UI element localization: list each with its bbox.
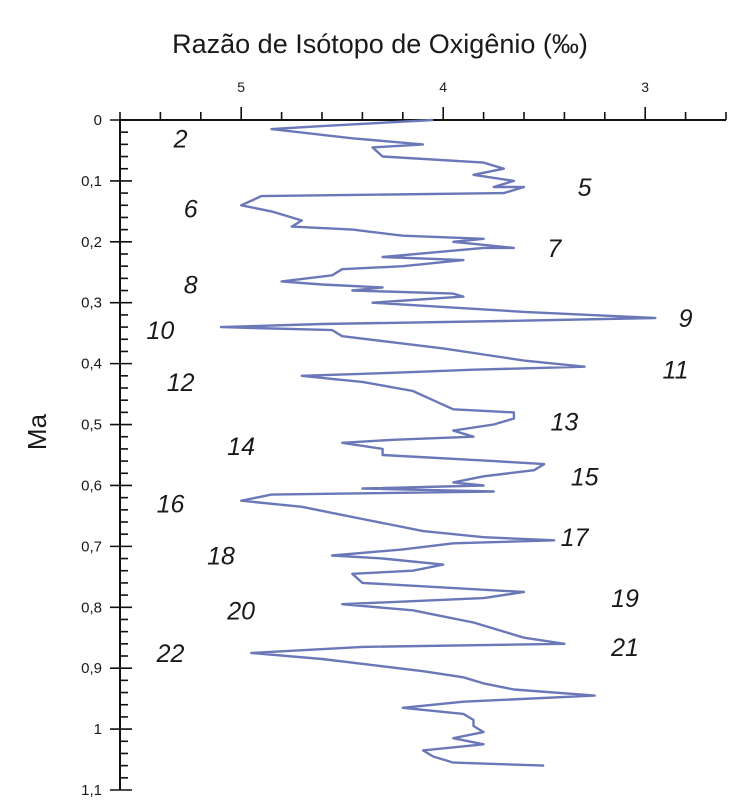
- stage-label: 8: [184, 271, 198, 299]
- y-tick-label: 0,6: [81, 477, 102, 494]
- y-tick-label: 1: [94, 721, 102, 738]
- stage-label: 16: [157, 491, 185, 519]
- y-tick-label: 0,8: [81, 599, 102, 616]
- annotation-layer: 2 5 6 7 8 9 10 11 12 13 14 15 16 17 18 19 20 21 22: [146, 125, 692, 668]
- stage-label: 5: [578, 174, 592, 202]
- series-layer: [219, 118, 657, 767]
- stage-label: 19: [611, 585, 639, 613]
- chart-title: Razão de Isótopo de Oxigênio (‰): [172, 29, 588, 59]
- stage-label: 10: [146, 317, 174, 345]
- y-tick-label: 0,9: [81, 660, 102, 677]
- stage-label: 14: [227, 433, 255, 461]
- stage-label: 15: [571, 463, 599, 491]
- y-tick-label: 0,7: [81, 538, 102, 555]
- y-axis-label: Ma: [22, 413, 52, 450]
- stage-label: 7: [547, 235, 562, 263]
- x-tick-label: 3: [641, 79, 649, 95]
- stage-label: 9: [679, 305, 693, 333]
- y-tick-label: 0: [94, 112, 102, 129]
- y-tick-label: 0,4: [81, 356, 102, 373]
- stage-label: 12: [167, 369, 195, 397]
- y-axis: 0 0,1 0,2 0,3 0,4 0,5 0,6 0,7 0,8 0,9 1 1,1: [81, 112, 132, 799]
- y-tick-label: 0,1: [81, 173, 102, 190]
- isotope-series-line: [219, 118, 657, 767]
- stage-label: 21: [610, 634, 639, 662]
- x-tick-label: 5: [237, 79, 245, 95]
- stage-label: 13: [550, 409, 578, 437]
- x-axis: 5 4 3: [119, 79, 727, 121]
- y-tick-label: 1,1: [81, 782, 102, 799]
- stage-label: 20: [226, 597, 255, 625]
- x-tick-label: 4: [439, 79, 447, 95]
- y-tick-label: 0,5: [81, 417, 102, 434]
- stage-label: 11: [663, 357, 689, 385]
- stage-label: 22: [156, 640, 185, 668]
- y-tick-label: 0,2: [81, 234, 102, 251]
- stage-label: 18: [207, 543, 235, 571]
- stage-label: 2: [173, 125, 188, 153]
- y-tick-label: 0,3: [81, 295, 102, 312]
- stage-label: 6: [184, 195, 198, 223]
- stage-label: 17: [561, 524, 590, 552]
